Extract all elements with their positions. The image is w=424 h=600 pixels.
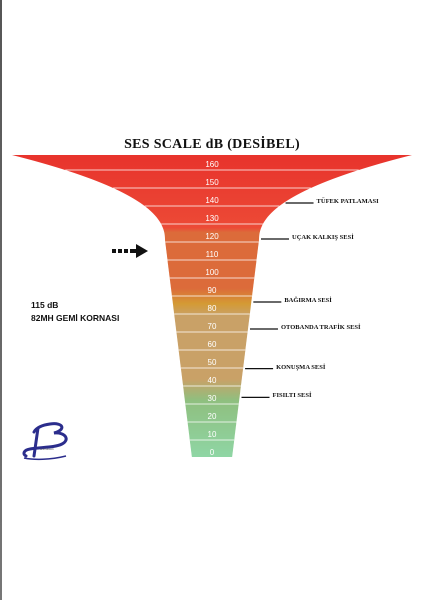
scale-tick-label: 60 (208, 340, 217, 349)
scale-tick-label: 40 (208, 376, 217, 385)
note-level: 115 dB (31, 300, 59, 310)
scale-tick-label: 50 (208, 358, 217, 367)
logo-icon (22, 422, 68, 461)
annotation-leaders (241, 202, 314, 398)
annotation-label: BAĞIRMA SESİ (284, 297, 332, 304)
annotation-label: UÇAK KALKIŞ SESİ (292, 234, 354, 241)
scale-tick-label: 80 (208, 304, 217, 313)
window-edge (0, 0, 2, 600)
scale-tick-label: 0 (210, 448, 215, 457)
page-title: SES SCALE dB (DESİBEL) (124, 137, 300, 152)
scale-lines (65, 169, 359, 441)
scale-tick-label: 20 (208, 412, 217, 421)
scale-tick-label: 140 (205, 196, 219, 205)
scale-tick-label: 70 (208, 322, 217, 331)
scale-tick-label: 120 (205, 232, 219, 241)
note-source: 82MH GEMİ KORNASI (31, 313, 120, 323)
annotation-label: OTOBANDA TRAFİK SESİ (280, 324, 361, 331)
scale-tick-label: 90 (208, 286, 217, 295)
funnel-shape (12, 155, 412, 457)
logo-caption: arabiaweb (40, 447, 54, 451)
scale-tick-label: 150 (205, 178, 219, 187)
scale-ticks: 0 10 20 30 40 50 60 70 80 90 100 110 120 130 140 150 160 (205, 160, 219, 457)
scale-tick-label: 110 (206, 250, 219, 259)
scale-tick-label: 10 (208, 430, 217, 439)
scale-tick-label: 30 (208, 394, 217, 403)
funnel-body (12, 155, 412, 457)
scale-tick-label: 100 (205, 268, 219, 277)
scale-tick-label: 130 (205, 214, 219, 223)
pointer-arrow-icon (112, 244, 148, 258)
annotation-label: TÜFEK PATLAMASI (316, 198, 379, 205)
annotation-label: KONUŞMA SESİ (276, 363, 326, 371)
annotation-label: FISILTI SESİ (272, 392, 312, 400)
scale-tick-label: 160 (205, 160, 219, 169)
